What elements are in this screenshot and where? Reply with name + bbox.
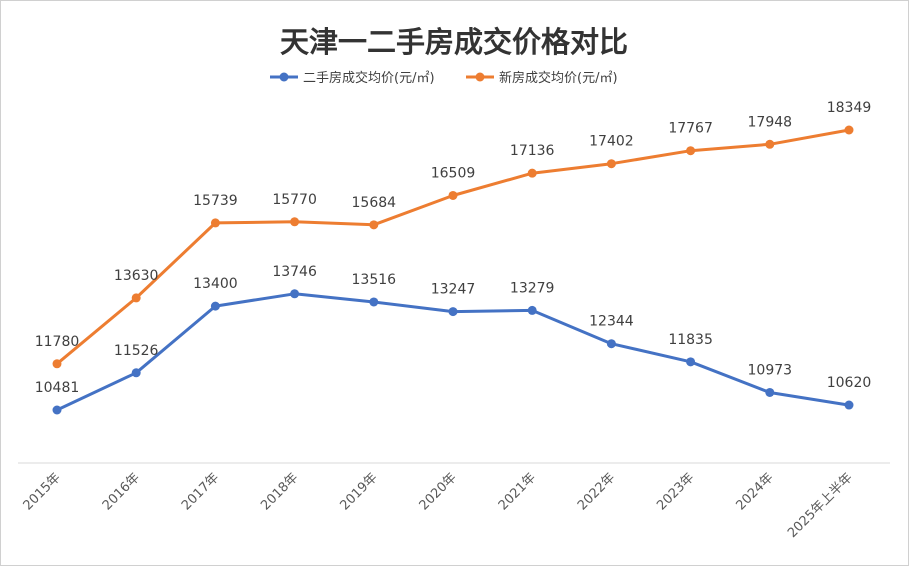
legend-item-new-house: 新房成交均价(元/㎡) [466, 70, 618, 86]
data-label: 17948 [748, 114, 793, 130]
data-label: 13516 [352, 272, 397, 288]
data-label: 11526 [114, 343, 159, 359]
data-point [369, 297, 379, 307]
data-label: 16509 [431, 165, 476, 181]
data-label: 13400 [193, 276, 238, 292]
legend-label-second-hand: 二手房成交均价(元/㎡) [303, 70, 435, 86]
legend-item-second-hand: 二手房成交均价(元/㎡) [270, 70, 435, 86]
data-label: 13247 [431, 282, 476, 298]
series-1: 11780 13630 15739 15770 15684 16509 17136 17402… [35, 100, 872, 369]
data-label: 18349 [827, 100, 872, 116]
x-tick-labels: 2015年 2016年 2017年 2018年 2019年 2020年 2021年 2022年… [21, 470, 856, 541]
data-point [290, 289, 300, 299]
data-point [131, 368, 141, 378]
x-tick-label: 2015年 [21, 470, 64, 513]
data-label: 10481 [35, 380, 80, 396]
data-point [52, 359, 62, 369]
data-label: 12344 [589, 314, 634, 330]
data-label: 17402 [589, 134, 634, 150]
x-tick-label: 2025年上半年 [785, 470, 856, 541]
data-point [210, 301, 220, 311]
x-tick-label: 2024年 [733, 470, 776, 513]
series-0: 10481 11526 13400 13746 13516 13247 13279 12344… [35, 264, 872, 415]
x-tick-label: 2016年 [100, 470, 143, 513]
data-point [290, 217, 300, 227]
data-point [686, 146, 696, 156]
legend-marker-new-house [475, 72, 485, 82]
data-point [844, 400, 854, 410]
data-label: 13279 [510, 280, 555, 296]
data-point [527, 305, 537, 315]
x-tick-label: 2017年 [179, 470, 222, 513]
data-point [606, 159, 616, 169]
data-point [131, 293, 141, 303]
data-point [448, 190, 458, 200]
x-tick-label: 2022年 [575, 470, 618, 513]
data-label: 15739 [193, 193, 238, 209]
x-tick-label: 2021年 [496, 470, 539, 513]
legend-marker-second-hand [279, 72, 289, 82]
data-point [606, 339, 616, 349]
data-label: 10620 [827, 375, 872, 391]
x-tick-label: 2020年 [417, 470, 460, 513]
data-label: 10973 [748, 362, 793, 378]
data-point [844, 125, 854, 135]
x-tick-label: 2019年 [337, 470, 380, 513]
data-point [527, 168, 537, 178]
data-point [369, 220, 379, 230]
data-point [448, 307, 458, 317]
legend: 二手房成交均价(元/㎡) 新房成交均价(元/㎡) [270, 70, 618, 86]
data-label: 17767 [668, 121, 713, 137]
data-label: 11780 [35, 334, 80, 350]
data-point [765, 387, 775, 397]
data-label: 11835 [668, 332, 713, 348]
data-point [210, 218, 220, 228]
legend-label-new-house: 新房成交均价(元/㎡) [499, 70, 618, 86]
x-tick-label: 2023年 [654, 470, 697, 513]
data-point [686, 357, 696, 367]
data-label: 15684 [352, 195, 397, 211]
data-label: 17136 [510, 143, 555, 159]
data-label: 15770 [272, 192, 317, 208]
x-tick-label: 2018年 [258, 470, 301, 513]
chart-title: 天津一二手房成交价格对比 [280, 25, 628, 59]
data-point [52, 405, 62, 415]
series-layer: 10481 11526 13400 13746 13516 13247 13279 12344… [35, 100, 872, 415]
data-point [765, 139, 775, 149]
data-label: 13746 [272, 264, 317, 280]
data-label: 13630 [114, 268, 159, 284]
